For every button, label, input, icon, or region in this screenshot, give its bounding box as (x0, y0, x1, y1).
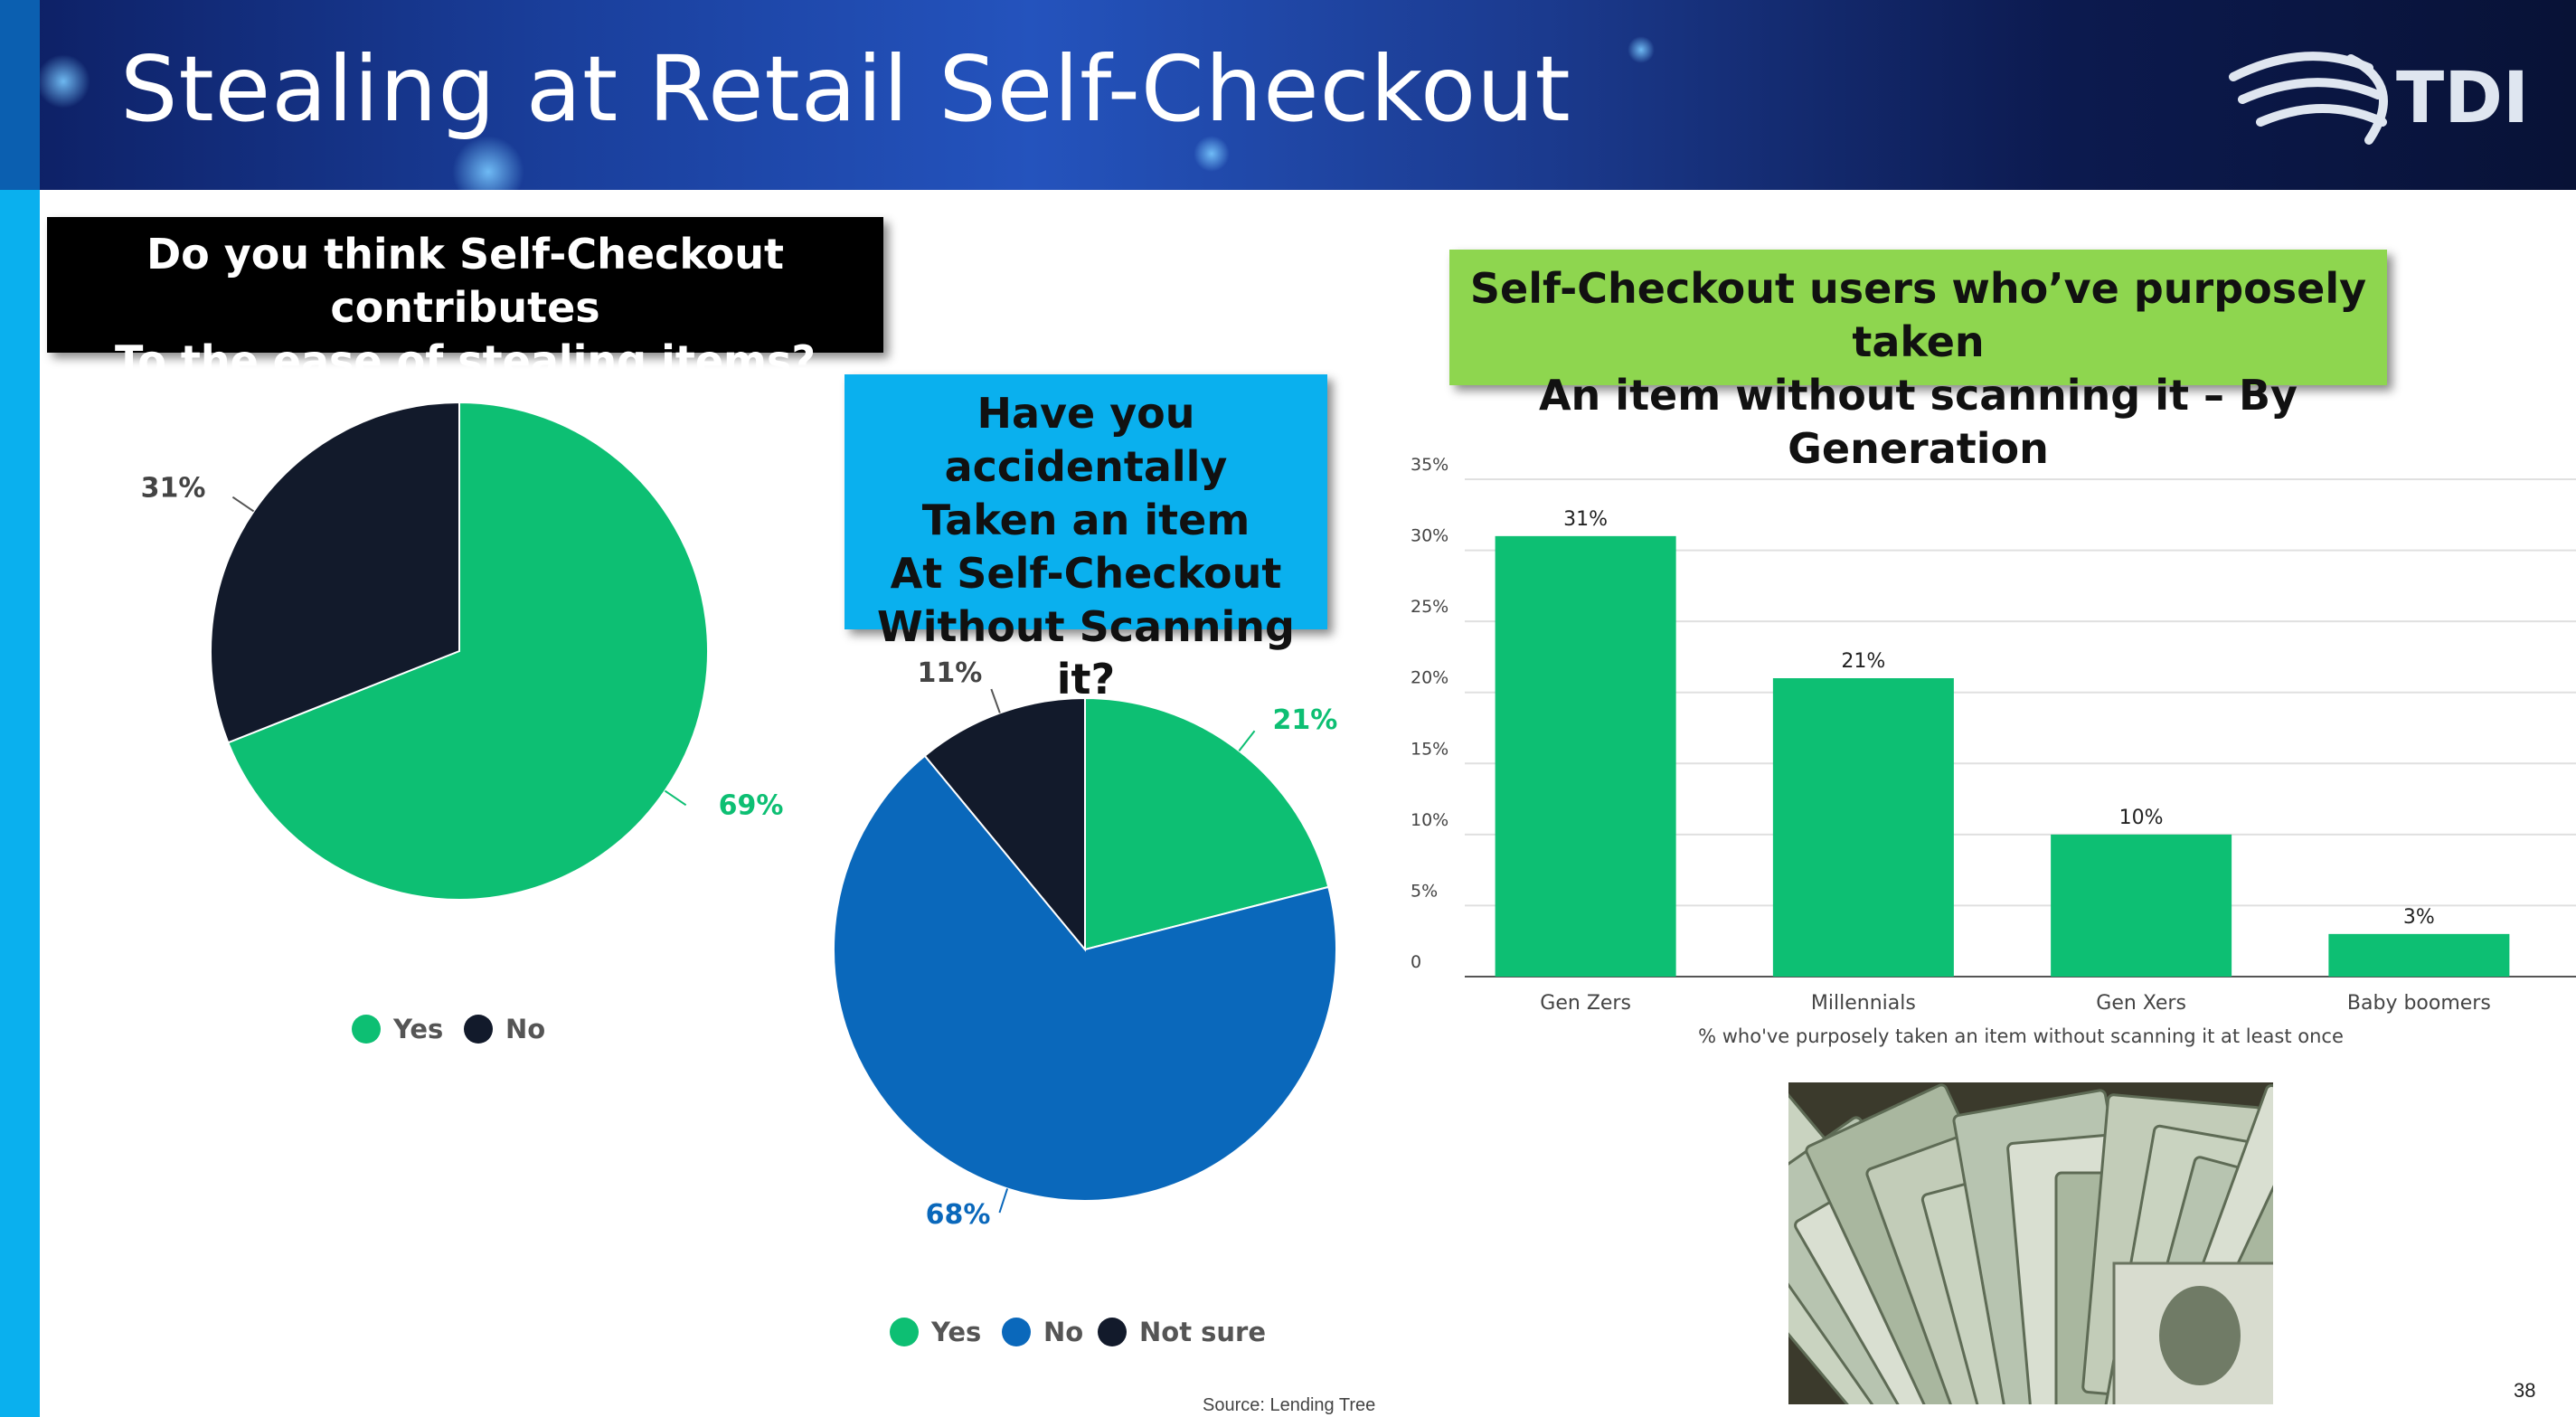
y-tick-label: 0 (1411, 952, 1421, 972)
logo-text: TDI (2396, 58, 2529, 139)
y-tick-label: 35% (1411, 455, 1448, 475)
slice-value-label: 11% (918, 657, 983, 689)
leader-line (231, 496, 255, 513)
legend-swatch (352, 1015, 381, 1044)
pie-slice-yes (227, 401, 709, 901)
question-line: Have you accidentally (944, 389, 1228, 491)
y-tick-label: 15% (1411, 739, 1448, 759)
tdi-logo: TDI (2229, 52, 2529, 145)
legend-label: Yes (930, 1317, 981, 1347)
bar-gen-zers (1495, 535, 1676, 977)
x-tick-label: Baby boomers (2347, 992, 2491, 1015)
pie-slice-no (833, 754, 1337, 1202)
pie-slice-yes (1084, 696, 1330, 951)
money-photo (1788, 1082, 2273, 1404)
pie-chart-accidental: 21% 68% 11% Yes No Not sure (833, 657, 1338, 1347)
bar-chart-by-generation: 0 5% 10% 15% 20% 25% 30% 35% 31% Gen Zers 21% Mille… (1411, 455, 2576, 1047)
question-line: To the ease of stealing items? (114, 335, 816, 385)
bar-value-label: 10% (2119, 807, 2164, 829)
slice-value-label: 69% (719, 789, 784, 821)
y-tick-label: 10% (1411, 810, 1448, 830)
y-tick-label: 5% (1411, 881, 1438, 901)
legend-label: No (505, 1014, 545, 1044)
legend-swatch (890, 1318, 919, 1346)
leader-line (998, 1188, 1009, 1214)
legend-label: No (1043, 1317, 1083, 1347)
y-tick-label: 20% (1411, 668, 1448, 688)
bar-baby-boomers (2328, 933, 2510, 977)
x-axis-label: % who've purposely taken an item without… (1698, 1025, 2344, 1047)
y-tick-label: 25% (1411, 597, 1448, 617)
bar-gen-xers (2051, 834, 2232, 977)
source-note: Source: Lending Tree (1203, 1395, 1376, 1415)
question-line: Self-Checkout users who’ve purposely tak… (1469, 264, 2367, 366)
page-number: 38 (2514, 1379, 2536, 1402)
banknote-portrait (2159, 1286, 2241, 1385)
slice-value-label: 31% (141, 473, 206, 505)
question-line: An item without scanning it – By Generat… (1538, 370, 2298, 473)
pie-chart-ease-of-stealing: 69% 31% Yes No (141, 401, 784, 1044)
slice-value-label: 68% (926, 1199, 991, 1231)
x-tick-label: Gen Xers (2096, 992, 2186, 1015)
question-box-by-generation: Self-Checkout users who’ve purposely tak… (1449, 250, 2387, 473)
leader-line (990, 688, 1001, 713)
question-box-accidental: Have you accidentally Taken an item At S… (845, 374, 1327, 704)
header-accent-bar (0, 0, 40, 190)
legend-label: Not sure (1139, 1317, 1266, 1347)
leader-line (1238, 730, 1256, 751)
x-tick-label: Gen Zers (1540, 992, 1631, 1015)
page-title: Stealing at Retail Self-Checkout (120, 36, 1571, 142)
question-line: Without Scanning it? (877, 601, 1295, 704)
pie-slice-no (210, 401, 460, 744)
legend-swatch (1002, 1318, 1031, 1346)
bar-value-label: 31% (1563, 508, 1608, 531)
left-accent-bar (0, 190, 40, 1417)
x-tick-label: Millennials (1811, 992, 1916, 1015)
title-banner: Stealing at Retail Self-Checkout TDI (0, 0, 2576, 190)
slice-value-label: 21% (1273, 704, 1338, 736)
legend-swatch (1098, 1318, 1127, 1346)
question-line: At Self-Checkout (890, 548, 1282, 598)
y-tick-label: 30% (1411, 526, 1448, 546)
question-line: Do you think Self-Checkout contributes (146, 230, 785, 332)
bar-value-label: 3% (2403, 906, 2435, 929)
leader-line (664, 789, 687, 807)
legend-swatch (464, 1015, 493, 1044)
question-box-ease-of-stealing: Do you think Self-Checkout contributes T… (47, 217, 883, 385)
question-line: Taken an item (921, 495, 1250, 544)
bar-millennials (1772, 678, 1954, 977)
legend-label: Yes (392, 1014, 443, 1044)
bar-value-label: 21% (1841, 650, 1885, 673)
